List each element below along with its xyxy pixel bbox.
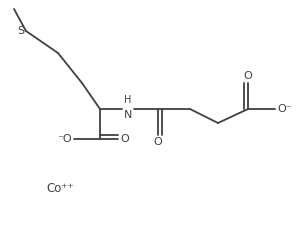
Text: N: N — [124, 110, 132, 120]
Text: H: H — [124, 95, 132, 105]
Text: O: O — [244, 71, 252, 81]
Text: Co⁺⁺: Co⁺⁺ — [46, 182, 74, 195]
Text: O: O — [120, 134, 129, 144]
Text: S: S — [17, 26, 24, 36]
Text: O: O — [154, 137, 163, 147]
Text: O⁻: O⁻ — [277, 104, 292, 114]
Text: ⁻O: ⁻O — [57, 134, 72, 144]
